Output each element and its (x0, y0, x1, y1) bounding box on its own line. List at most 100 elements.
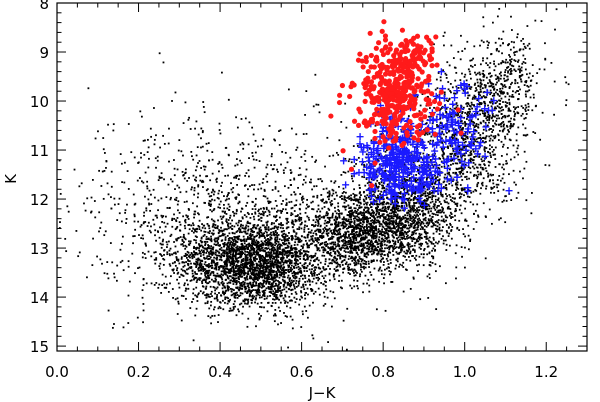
data-point-black (372, 229, 375, 232)
data-point-black (260, 286, 263, 289)
data-point-black (212, 271, 215, 273)
data-point-black (288, 280, 291, 283)
data-point-black (344, 206, 346, 209)
data-point-black (282, 279, 285, 282)
data-point-black (381, 253, 383, 255)
data-point-black (226, 265, 228, 267)
data-point-black (368, 246, 371, 248)
data-point-black (282, 224, 284, 226)
data-point-black (270, 267, 272, 270)
data-point-black (432, 205, 435, 208)
data-point-black (336, 218, 338, 220)
data-point-black (234, 281, 237, 284)
data-point-black (378, 280, 381, 283)
data-point-black (277, 323, 279, 326)
data-point-black (379, 197, 382, 200)
data-point-black (224, 267, 227, 270)
data-point-black (228, 310, 231, 312)
data-point-black (216, 250, 219, 253)
data-point-black (257, 287, 260, 290)
data-point-black (248, 245, 250, 248)
data-point-black (244, 261, 247, 264)
data-point-black (206, 255, 209, 258)
data-point-black (385, 149, 388, 152)
data-point-black (360, 238, 362, 240)
data-point-black (245, 254, 248, 257)
data-point-black (327, 252, 330, 255)
data-point-black (368, 212, 371, 215)
data-point-black (367, 188, 370, 190)
data-point-black (303, 266, 306, 269)
data-point-black (400, 241, 403, 244)
data-point-black (258, 236, 261, 239)
data-point-black (224, 210, 226, 213)
data-point-black (375, 210, 378, 212)
data-point-black (176, 225, 179, 228)
data-point-black (282, 227, 284, 230)
data-point-black (268, 271, 271, 274)
data-point-black (370, 223, 373, 226)
data-point-black (416, 228, 419, 231)
data-point-black (334, 222, 337, 224)
data-point-black (327, 238, 330, 240)
data-point-black (292, 284, 295, 286)
data-point-black (348, 214, 351, 217)
data-point-black (423, 225, 426, 227)
data-point-black (290, 246, 293, 249)
data-point-black (455, 244, 458, 247)
data-point-black (273, 227, 276, 230)
data-point-black (428, 252, 431, 255)
data-point-black (346, 245, 349, 248)
data-point-black (385, 267, 388, 270)
data-point-black (369, 147, 371, 150)
data-point-black (360, 214, 363, 216)
data-point-black (366, 229, 369, 232)
data-point-black (400, 234, 402, 237)
data-point-black (236, 245, 239, 248)
data-point-black (223, 243, 225, 246)
data-point-black (348, 225, 350, 228)
data-point-black (418, 232, 421, 235)
data-point-black (247, 270, 250, 273)
data-point-black (270, 282, 273, 285)
data-point-black (341, 192, 344, 195)
data-point-black (285, 251, 288, 254)
data-point-black (228, 237, 231, 239)
data-point-black (358, 255, 361, 258)
data-point-black (273, 273, 276, 276)
data-point-black (275, 233, 277, 236)
data-point-black (263, 235, 266, 238)
data-point-black (308, 239, 311, 242)
data-point-black (242, 224, 244, 227)
data-point-black (398, 252, 400, 255)
data-point-black (377, 221, 380, 223)
data-point-black (328, 258, 331, 261)
data-point-black (298, 282, 300, 285)
data-point-black (267, 258, 270, 261)
data-point-black (233, 214, 235, 217)
data-point-black (355, 239, 358, 242)
data-point-black (265, 259, 268, 262)
data-point-black (354, 270, 357, 273)
data-point-black (314, 254, 316, 257)
data-point-black (385, 221, 387, 223)
data-point-black (221, 287, 224, 290)
data-point-black (271, 284, 274, 287)
data-point-black (265, 287, 268, 290)
data-point-black (230, 249, 232, 252)
data-point-black (223, 268, 226, 271)
data-point-black (408, 226, 411, 229)
data-point-black (189, 254, 192, 256)
data-point-black (362, 214, 365, 217)
data-point-black (240, 281, 243, 284)
data-point-black (167, 240, 170, 243)
data-point-black (244, 247, 247, 250)
data-point-black (290, 244, 293, 247)
data-point-black (294, 238, 297, 241)
data-point-black (460, 187, 463, 190)
data-point-black (282, 250, 284, 252)
data-point-black (370, 229, 372, 231)
data-point-black (178, 262, 181, 265)
data-point-black (338, 274, 341, 277)
data-point-black (379, 266, 382, 269)
